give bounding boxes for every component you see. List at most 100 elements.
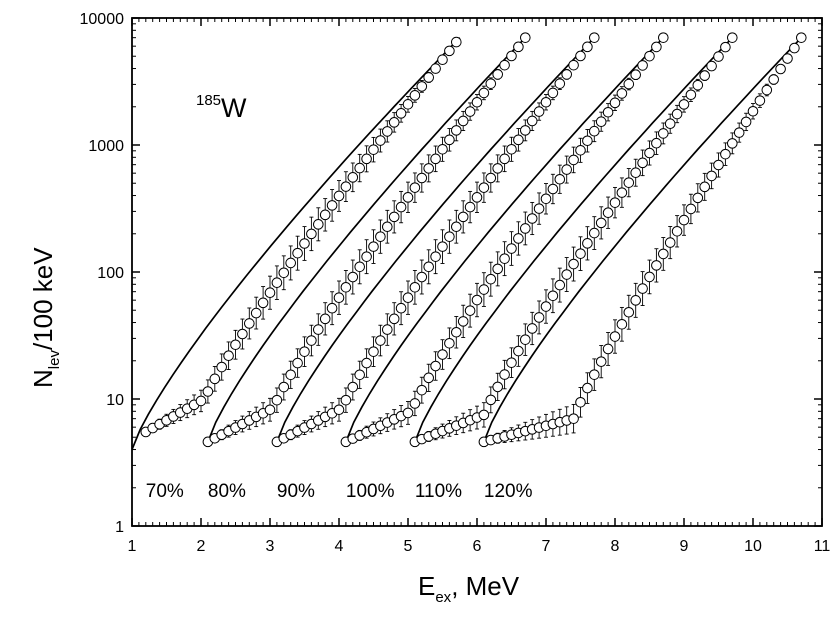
data-point xyxy=(671,225,683,237)
data-point xyxy=(223,350,234,362)
x-tick-label: 5 xyxy=(404,538,413,555)
data-point xyxy=(506,243,517,254)
data-point xyxy=(244,318,255,329)
data-point xyxy=(478,87,490,99)
data-point xyxy=(575,50,586,62)
series-percent-label: 120% xyxy=(484,481,533,502)
data-point xyxy=(526,213,538,224)
data-point xyxy=(582,382,593,394)
data-point xyxy=(720,41,731,53)
data-point xyxy=(457,115,469,127)
data-point xyxy=(568,258,579,270)
mass-number: 185 xyxy=(196,92,221,109)
data-point xyxy=(368,346,379,357)
data-point xyxy=(485,394,497,406)
data-point xyxy=(451,326,462,338)
y-tick-label: 1000 xyxy=(88,138,124,155)
data-point xyxy=(623,306,635,318)
data-point xyxy=(382,221,393,233)
data-point xyxy=(520,223,531,234)
data-point xyxy=(430,251,441,262)
data-point xyxy=(533,106,545,117)
data-point xyxy=(437,54,448,66)
data-point xyxy=(589,125,600,137)
data-point xyxy=(375,135,386,146)
data-point xyxy=(499,253,510,264)
data-point xyxy=(595,116,607,128)
data-point xyxy=(444,337,455,349)
data-point xyxy=(492,163,504,174)
data-point xyxy=(457,211,469,223)
data-point xyxy=(361,357,372,369)
data-point xyxy=(368,241,379,252)
fit-line xyxy=(414,37,733,443)
series-percent-label: 90% xyxy=(277,481,315,502)
data-point xyxy=(485,78,497,89)
x-axis-label: Eex, MeV xyxy=(418,571,520,606)
fit-lines xyxy=(131,37,802,450)
data-point xyxy=(388,211,400,223)
x-tick-label: 9 xyxy=(680,538,689,555)
fit-line xyxy=(483,37,802,443)
data-point xyxy=(416,271,428,283)
data-point xyxy=(658,128,669,139)
data-point xyxy=(478,409,490,421)
data-point xyxy=(464,106,476,117)
data-point xyxy=(616,318,628,330)
data-point xyxy=(685,89,697,101)
data-point xyxy=(409,398,421,409)
data-point xyxy=(361,153,372,165)
data-point xyxy=(526,115,538,127)
data-point xyxy=(416,384,428,396)
data-point xyxy=(554,279,566,291)
data-point xyxy=(492,69,504,80)
data-point xyxy=(554,78,566,89)
data-point xyxy=(520,334,531,345)
x-tick-label: 1 xyxy=(128,538,137,555)
data-point xyxy=(692,192,704,204)
data-point xyxy=(347,381,359,393)
data-point xyxy=(402,192,414,203)
data-point xyxy=(754,95,766,106)
data-point xyxy=(264,404,276,416)
data-point xyxy=(423,261,435,273)
data-point xyxy=(402,407,414,419)
x-tick-label: 3 xyxy=(266,538,275,555)
data-point xyxy=(437,241,448,252)
data-point xyxy=(430,360,441,372)
data-point xyxy=(609,331,621,342)
data-point xyxy=(485,273,497,285)
data-point xyxy=(437,144,448,155)
y-tick-label: 10000 xyxy=(80,11,125,28)
data-point xyxy=(589,227,600,239)
data-point xyxy=(547,87,559,99)
data-point xyxy=(278,267,290,279)
data-point xyxy=(589,32,600,43)
data-point xyxy=(354,162,366,174)
data-point xyxy=(623,78,635,90)
data-point xyxy=(554,173,566,185)
data-point xyxy=(740,116,752,128)
data-point xyxy=(513,345,524,357)
data-point xyxy=(506,144,517,155)
data-point xyxy=(388,313,400,325)
data-point xyxy=(678,99,690,110)
data-point xyxy=(761,84,773,96)
y-tick-label: 100 xyxy=(97,265,124,282)
data-point xyxy=(195,395,207,407)
data-point xyxy=(540,96,552,108)
data-point xyxy=(471,96,483,108)
data-point xyxy=(361,251,372,262)
data-point xyxy=(382,126,393,137)
data-point xyxy=(423,72,435,83)
data-point xyxy=(637,157,648,169)
data-point xyxy=(368,144,379,155)
data-point xyxy=(582,238,593,249)
data-point xyxy=(444,134,455,146)
data-point xyxy=(644,147,655,159)
data-point xyxy=(340,282,352,293)
data-point xyxy=(333,190,345,202)
data-point xyxy=(713,51,724,62)
data-point xyxy=(747,105,759,117)
